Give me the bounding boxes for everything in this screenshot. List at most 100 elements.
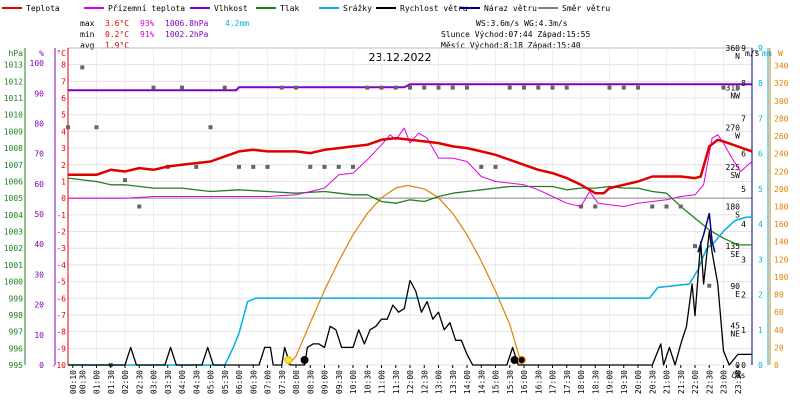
pressure-line bbox=[67, 177, 752, 246]
wind-direction-point bbox=[593, 204, 598, 209]
celsius-axis-tick-label: -3 bbox=[56, 244, 66, 253]
wind-direction-point bbox=[393, 85, 398, 90]
wind-direction-point bbox=[707, 283, 712, 288]
celsius-axis-tick-label: -5 bbox=[56, 278, 66, 287]
watt-tick-label: 200 bbox=[774, 185, 789, 194]
stat-pressure-max: 1006.8hPa bbox=[165, 19, 209, 28]
x-tick-label: 22:00 bbox=[691, 370, 700, 394]
x-axis: 00:10 00:30 01:00 01:30 02:00 02:30 03:00 03:30… bbox=[69, 365, 743, 394]
legend-label-3: Vlhkost bbox=[214, 4, 248, 13]
wind-direction-point bbox=[550, 85, 555, 90]
x-tick-label: 12:00 bbox=[406, 370, 415, 394]
wind-direction-point bbox=[379, 85, 384, 90]
watt-tick-label: 140 bbox=[774, 238, 789, 247]
percent-axis-tick-label: 100 bbox=[30, 59, 45, 68]
mm-tick-label: 3 bbox=[758, 255, 763, 264]
legend-label-1: Teplota bbox=[26, 4, 60, 13]
wind-direction-point bbox=[650, 204, 655, 209]
direction-tick-label: 225 bbox=[726, 163, 741, 172]
stat-moon-line: Měsíc Východ:8:18 Západ:15:40 bbox=[441, 41, 581, 50]
x-tick-label: 04:00 bbox=[178, 370, 187, 394]
wind-direction-point bbox=[564, 85, 569, 90]
wind-direction-point bbox=[194, 164, 199, 169]
direction-tick-label: 180 bbox=[726, 203, 741, 212]
x-tick-label: 22:30 bbox=[705, 370, 714, 394]
watt-tick-label: 260 bbox=[774, 132, 789, 141]
wind-direction-point bbox=[94, 125, 99, 130]
watt-tick-label: 220 bbox=[774, 167, 789, 176]
x-tick-label: 11:00 bbox=[378, 370, 387, 394]
watt-tick-label: 40 bbox=[774, 326, 784, 335]
x-tick-label: 09:00 bbox=[321, 370, 330, 394]
wind-direction-point bbox=[450, 85, 455, 90]
x-tick-label: 03:30 bbox=[164, 370, 173, 394]
x-tick-label: 17:00 bbox=[549, 370, 558, 394]
mm-tick-label: 6 bbox=[758, 150, 763, 159]
direction-axis-unit: ° bbox=[754, 49, 759, 58]
rain-line bbox=[68, 216, 752, 366]
x-tick-label: 10:30 bbox=[363, 370, 372, 394]
celsius-axis-tick-label: 7 bbox=[61, 77, 66, 86]
wind-direction-point bbox=[465, 85, 469, 90]
x-tick-label: 19:30 bbox=[620, 370, 629, 394]
x-tick-label: 10:00 bbox=[349, 370, 358, 394]
celsius-axis-tick-label: -7 bbox=[56, 311, 66, 320]
x-tick-label: 06:00 bbox=[235, 370, 244, 394]
stat-row_labels-min: min bbox=[80, 30, 95, 39]
wind-direction-point bbox=[322, 164, 327, 169]
stat-humidity-max: 93% bbox=[140, 19, 155, 28]
wind-direction-point bbox=[66, 125, 70, 130]
hpa-axis-tick-label: 1010 bbox=[4, 111, 23, 120]
watt-tick-label: 300 bbox=[774, 97, 789, 106]
celsius-axis-tick-label: 8 bbox=[61, 61, 66, 70]
x-tick-label: 16:30 bbox=[534, 370, 543, 394]
x-tick-label: 07:30 bbox=[278, 370, 287, 394]
wind-direction-point bbox=[507, 85, 512, 90]
x-tick-label: 04:30 bbox=[192, 370, 201, 394]
mm-tick-label: 5 bbox=[758, 185, 763, 194]
percent-axis-tick-label: 40 bbox=[34, 240, 44, 249]
celsius-axis-tick-label: 3 bbox=[61, 144, 66, 153]
x-tick-label: 15:30 bbox=[506, 370, 515, 394]
legend-label-7: Náraz větru bbox=[484, 4, 537, 13]
watt-tick-label: 240 bbox=[774, 150, 789, 159]
mm-tick-label: 9 bbox=[758, 44, 763, 53]
wind-direction-point bbox=[479, 164, 484, 169]
x-tick-label: 21:00 bbox=[663, 370, 672, 394]
wind-direction-point bbox=[436, 85, 441, 90]
x-tick-label: 00:10 bbox=[69, 370, 78, 394]
watt-tick-label: 180 bbox=[774, 203, 789, 212]
wind-direction-point bbox=[237, 164, 241, 169]
wind-direction-point bbox=[664, 204, 669, 209]
celsius-axis-tick-label: 5 bbox=[61, 111, 66, 120]
celsius-axis-tick-label: -8 bbox=[56, 328, 66, 337]
watt-tick-label: 80 bbox=[774, 291, 784, 300]
watt-tick-label: 0 bbox=[774, 361, 779, 370]
sunrise-marker bbox=[284, 356, 293, 364]
axes: hPa9959969979989991000100110021003100410… bbox=[4, 44, 789, 378]
wind-direction-point bbox=[265, 164, 270, 169]
hpa-axis-tick-label: 1013 bbox=[4, 61, 23, 70]
wind-direction-point bbox=[636, 85, 640, 90]
mm-tick-label: 7 bbox=[758, 114, 763, 123]
percent-axis-tick-label: 70 bbox=[34, 150, 44, 159]
percent-axis-tick-label: 20 bbox=[34, 301, 44, 310]
percent-axis-tick-label: 0 bbox=[39, 361, 44, 370]
x-tick-label: 18:00 bbox=[577, 370, 586, 394]
stat-temperature-min: 0.2°C bbox=[105, 30, 129, 39]
wind-direction-point bbox=[678, 204, 683, 209]
hpa-axis-tick-label: 999 bbox=[9, 294, 24, 303]
wind-direction-point bbox=[536, 85, 541, 90]
celsius-axis-tick-label: 6 bbox=[61, 94, 66, 103]
watt-tick-label: 340 bbox=[774, 62, 789, 71]
direction-cardinal-label: NE bbox=[730, 329, 740, 338]
percent-axis-tick-label: 90 bbox=[34, 89, 44, 98]
x-tick-label: 01:30 bbox=[107, 370, 116, 394]
stat-row_labels-avg: avg bbox=[80, 41, 95, 50]
celsius-axis-tick-label: 1 bbox=[61, 177, 66, 186]
x-tick-label: 08:00 bbox=[292, 370, 301, 394]
moon-marker bbox=[300, 356, 309, 364]
mm-tick-label: 1 bbox=[758, 326, 763, 335]
x-tick-label: 16:00 bbox=[520, 370, 529, 394]
temperature-line bbox=[68, 136, 753, 195]
